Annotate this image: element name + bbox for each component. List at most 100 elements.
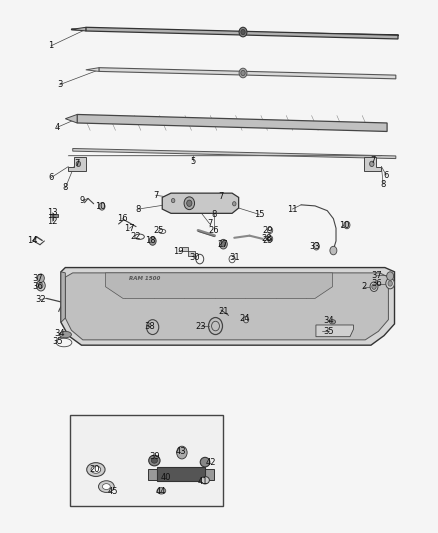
Text: 41: 41 (197, 477, 208, 486)
Circle shape (221, 241, 226, 247)
Text: 35: 35 (324, 327, 334, 336)
Ellipse shape (329, 320, 336, 324)
Circle shape (370, 161, 374, 166)
Ellipse shape (87, 463, 105, 477)
Text: 17: 17 (124, 224, 135, 233)
Circle shape (36, 280, 45, 291)
Polygon shape (65, 273, 389, 340)
Polygon shape (61, 272, 65, 322)
Text: 44: 44 (156, 487, 166, 496)
Text: 4: 4 (55, 123, 60, 132)
Circle shape (313, 243, 319, 250)
Circle shape (239, 68, 247, 78)
Circle shape (219, 239, 227, 249)
Polygon shape (86, 68, 99, 71)
Text: 10: 10 (339, 221, 350, 230)
Text: 32: 32 (35, 295, 46, 304)
Circle shape (171, 198, 175, 203)
Polygon shape (71, 27, 86, 31)
Text: 14: 14 (27, 237, 37, 246)
Text: 7: 7 (207, 220, 212, 229)
Polygon shape (73, 149, 396, 159)
Text: 35: 35 (52, 337, 63, 346)
Circle shape (370, 282, 378, 292)
Circle shape (184, 197, 194, 209)
Text: 6: 6 (48, 173, 53, 182)
Ellipse shape (200, 457, 210, 467)
Ellipse shape (157, 488, 166, 494)
Text: 33: 33 (309, 242, 320, 251)
Polygon shape (182, 247, 195, 256)
Text: 25: 25 (153, 226, 164, 235)
Text: 22: 22 (130, 232, 141, 241)
Text: 29: 29 (263, 237, 273, 246)
Text: 16: 16 (117, 214, 127, 223)
Text: 1: 1 (48, 42, 53, 51)
Text: 38: 38 (145, 321, 155, 330)
Polygon shape (86, 27, 398, 39)
Ellipse shape (149, 455, 160, 466)
Text: 19: 19 (173, 247, 184, 256)
Circle shape (241, 29, 245, 35)
Polygon shape (364, 157, 381, 171)
Polygon shape (99, 68, 396, 79)
Bar (49, 214, 58, 217)
Text: 10: 10 (95, 203, 106, 212)
Text: 28: 28 (262, 235, 272, 244)
Text: 39: 39 (149, 453, 160, 462)
Text: 7: 7 (74, 159, 80, 168)
Polygon shape (65, 115, 77, 123)
Text: 7: 7 (370, 156, 375, 165)
Bar (70, 415, 223, 506)
Circle shape (233, 201, 236, 206)
Polygon shape (77, 115, 387, 132)
Circle shape (149, 237, 156, 245)
Text: RAM 1500: RAM 1500 (130, 276, 161, 281)
Text: 6: 6 (384, 171, 389, 180)
Text: 30: 30 (190, 254, 200, 262)
Ellipse shape (102, 483, 110, 489)
Text: 7: 7 (219, 192, 224, 201)
Ellipse shape (201, 477, 209, 484)
Polygon shape (106, 273, 332, 298)
Text: 34: 34 (324, 316, 334, 325)
Circle shape (99, 203, 105, 210)
Text: 5: 5 (190, 157, 195, 166)
Circle shape (76, 161, 81, 166)
Text: 37: 37 (372, 271, 382, 279)
Text: 45: 45 (108, 487, 119, 496)
Text: 40: 40 (160, 473, 171, 481)
Circle shape (39, 283, 43, 288)
Ellipse shape (151, 458, 157, 463)
Text: 42: 42 (206, 458, 216, 466)
Text: 36: 36 (32, 282, 43, 291)
Text: 43: 43 (175, 447, 186, 456)
Text: 11: 11 (287, 205, 297, 214)
Text: 3: 3 (57, 80, 62, 89)
Ellipse shape (99, 481, 114, 492)
Text: 20: 20 (89, 465, 100, 474)
Text: 8: 8 (381, 180, 386, 189)
Bar (148, 469, 214, 480)
Polygon shape (68, 157, 86, 171)
Text: 37: 37 (32, 273, 43, 282)
Circle shape (241, 70, 245, 76)
Circle shape (372, 284, 376, 289)
Circle shape (239, 27, 247, 37)
Text: 24: 24 (239, 314, 250, 323)
Circle shape (387, 272, 394, 280)
Circle shape (386, 278, 395, 289)
Text: 23: 23 (195, 321, 206, 330)
Polygon shape (61, 268, 395, 345)
Text: 8: 8 (211, 210, 216, 219)
Text: 18: 18 (145, 237, 155, 246)
Text: 8: 8 (63, 183, 68, 192)
Circle shape (330, 246, 337, 255)
Text: 15: 15 (254, 210, 265, 219)
Text: 13: 13 (47, 208, 57, 217)
Text: 12: 12 (47, 217, 57, 226)
Text: 29: 29 (263, 226, 273, 235)
Circle shape (177, 446, 187, 459)
Circle shape (388, 281, 392, 286)
Text: 9: 9 (80, 196, 85, 205)
